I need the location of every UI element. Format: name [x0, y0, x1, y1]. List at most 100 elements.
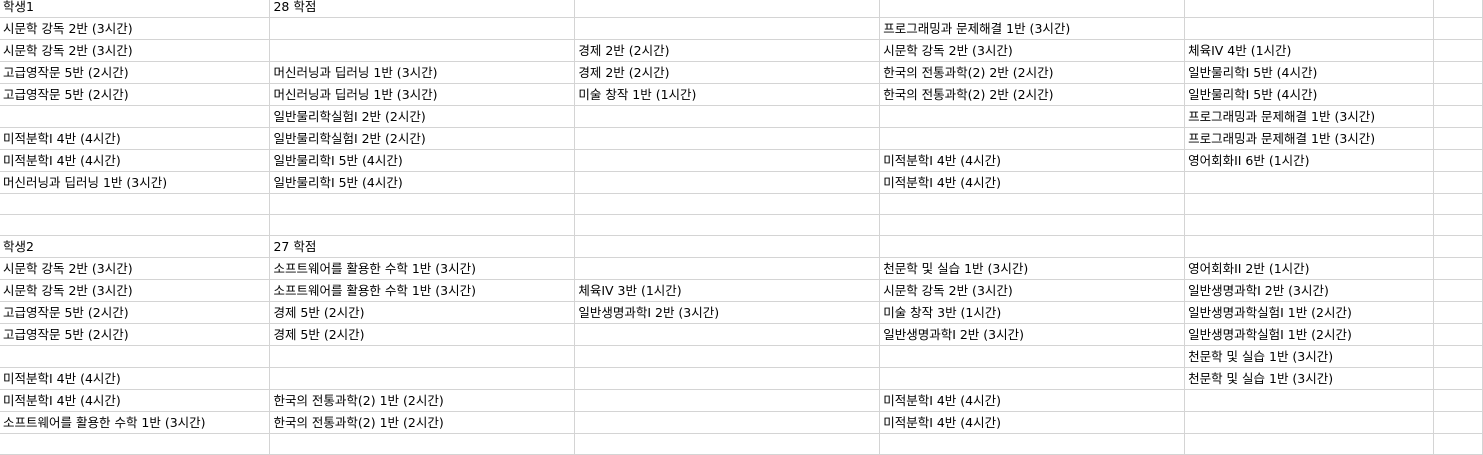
sheet-cell[interactable]	[1184, 433, 1435, 455]
sheet-cell[interactable]: 프로그래밍과 문제해결 1반 (3시간)	[879, 17, 1186, 40]
sheet-cell[interactable]	[1184, 411, 1435, 434]
sheet-cell[interactable]: 고급영작문 5반 (2시간)	[0, 301, 271, 324]
sheet-cell[interactable]: 체육IV 4반 (1시간)	[1184, 39, 1435, 62]
sheet-cell[interactable]: 학생2	[0, 235, 271, 258]
sheet-cell[interactable]	[0, 433, 271, 455]
sheet-cell[interactable]	[879, 0, 1186, 18]
sheet-cell[interactable]	[879, 235, 1186, 258]
sheet-cell[interactable]	[1433, 0, 1483, 18]
sheet-cell[interactable]	[1433, 235, 1483, 258]
sheet-cell[interactable]	[879, 367, 1186, 390]
sheet-cell[interactable]: 한국의 전통과학(2) 2반 (2시간)	[879, 83, 1186, 106]
sheet-cell[interactable]	[1433, 433, 1483, 455]
sheet-cell[interactable]	[1433, 171, 1483, 194]
sheet-cell[interactable]: 일반생명과학실험Ⅰ 1반 (2시간)	[1184, 301, 1435, 324]
sheet-cell[interactable]	[1184, 389, 1435, 412]
sheet-cell[interactable]: 경제 2반 (2시간)	[574, 61, 881, 84]
sheet-cell[interactable]: 28 학점	[269, 0, 576, 18]
sheet-cell[interactable]	[0, 105, 271, 128]
sheet-cell[interactable]	[879, 193, 1186, 215]
sheet-cell[interactable]	[0, 193, 271, 215]
sheet-cell[interactable]	[879, 345, 1186, 368]
sheet-cell[interactable]: 한국의 전통과학(2) 1반 (2시간)	[269, 411, 576, 434]
sheet-cell[interactable]	[574, 127, 881, 150]
sheet-cell[interactable]: 미적분학Ⅰ 4반 (4시간)	[0, 389, 271, 412]
sheet-cell[interactable]	[269, 345, 576, 368]
sheet-cell[interactable]: 학생1	[0, 0, 271, 18]
sheet-cell[interactable]: 미적분학Ⅰ 4반 (4시간)	[0, 367, 271, 390]
sheet-cell[interactable]: 미술 창작 1반 (1시간)	[574, 83, 881, 106]
sheet-cell[interactable]: 미적분학Ⅰ 4반 (4시간)	[879, 389, 1186, 412]
sheet-cell[interactable]	[1433, 61, 1483, 84]
sheet-cell[interactable]: 일반물리학실험Ⅰ 2반 (2시간)	[269, 127, 576, 150]
sheet-cell[interactable]	[1433, 411, 1483, 434]
sheet-cell[interactable]	[1184, 17, 1435, 40]
sheet-cell[interactable]: 일반물리학Ⅰ 5반 (4시간)	[269, 171, 576, 194]
sheet-cell[interactable]	[574, 214, 881, 236]
sheet-cell[interactable]: 경제 5반 (2시간)	[269, 323, 576, 346]
sheet-cell[interactable]	[879, 105, 1186, 128]
sheet-cell[interactable]: 머신러닝과 딥러닝 1반 (3시간)	[269, 61, 576, 84]
sheet-cell[interactable]	[574, 105, 881, 128]
sheet-cell[interactable]: 일반물리학Ⅰ 5반 (4시간)	[269, 149, 576, 172]
sheet-cell[interactable]	[574, 257, 881, 280]
sheet-cell[interactable]	[269, 193, 576, 215]
sheet-cell[interactable]: 일반생명과학Ⅰ 2반 (3시간)	[879, 323, 1186, 346]
sheet-cell[interactable]	[1184, 193, 1435, 215]
sheet-cell[interactable]: 천문학 및 실습 1반 (3시간)	[879, 257, 1186, 280]
sheet-cell[interactable]: 시문학 강독 2반 (3시간)	[879, 279, 1186, 302]
sheet-cell[interactable]: 미적분학Ⅰ 4반 (4시간)	[0, 127, 271, 150]
sheet-cell[interactable]	[1433, 257, 1483, 280]
sheet-cell[interactable]	[879, 214, 1186, 236]
sheet-cell[interactable]: 머신러닝과 딥러닝 1반 (3시간)	[0, 171, 271, 194]
sheet-cell[interactable]: 미적분학Ⅰ 4반 (4시간)	[879, 171, 1186, 194]
sheet-cell[interactable]: 천문학 및 실습 1반 (3시간)	[1184, 345, 1435, 368]
sheet-cell[interactable]: 한국의 전통과학(2) 1반 (2시간)	[269, 389, 576, 412]
sheet-cell[interactable]: 시문학 강독 2반 (3시간)	[0, 39, 271, 62]
sheet-cell[interactable]	[879, 127, 1186, 150]
sheet-cell[interactable]	[269, 433, 576, 455]
sheet-cell[interactable]: 머신러닝과 딥러닝 1반 (3시간)	[269, 83, 576, 106]
sheet-cell[interactable]: 일반생명과학Ⅰ 2반 (3시간)	[574, 301, 881, 324]
sheet-cell[interactable]	[574, 367, 881, 390]
sheet-cell[interactable]	[1433, 389, 1483, 412]
sheet-cell[interactable]: 경제 2반 (2시간)	[574, 39, 881, 62]
sheet-cell[interactable]: 영어회화II 2반 (1시간)	[1184, 257, 1435, 280]
sheet-cell[interactable]	[1184, 0, 1435, 18]
sheet-cell[interactable]: 27 학점	[269, 235, 576, 258]
sheet-cell[interactable]	[1433, 39, 1483, 62]
sheet-cell[interactable]	[574, 0, 881, 18]
sheet-cell[interactable]	[574, 193, 881, 215]
sheet-cell[interactable]	[879, 433, 1186, 455]
sheet-cell[interactable]	[574, 323, 881, 346]
sheet-cell[interactable]	[1433, 105, 1483, 128]
sheet-cell[interactable]: 시문학 강독 2반 (3시간)	[879, 39, 1186, 62]
sheet-cell[interactable]: 일반생명과학실험Ⅰ 1반 (2시간)	[1184, 323, 1435, 346]
sheet-cell[interactable]	[574, 235, 881, 258]
sheet-cell[interactable]	[1433, 83, 1483, 106]
sheet-cell[interactable]	[574, 345, 881, 368]
sheet-cell[interactable]	[574, 411, 881, 434]
sheet-cell[interactable]	[1433, 323, 1483, 346]
sheet-cell[interactable]: 소프트웨어를 활용한 수학 1반 (3시간)	[269, 257, 576, 280]
sheet-cell[interactable]	[1433, 149, 1483, 172]
sheet-cell[interactable]: 일반물리학실험Ⅰ 2반 (2시간)	[269, 105, 576, 128]
sheet-cell[interactable]	[269, 367, 576, 390]
sheet-cell[interactable]: 한국의 전통과학(2) 2반 (2시간)	[879, 61, 1186, 84]
sheet-cell[interactable]: 시문학 강독 2반 (3시간)	[0, 17, 271, 40]
sheet-cell[interactable]	[1184, 235, 1435, 258]
sheet-cell[interactable]	[1433, 279, 1483, 302]
sheet-cell[interactable]: 고급영작문 5반 (2시간)	[0, 83, 271, 106]
sheet-cell[interactable]: 일반생명과학Ⅰ 2반 (3시간)	[1184, 279, 1435, 302]
sheet-cell[interactable]: 천문학 및 실습 1반 (3시간)	[1184, 367, 1435, 390]
sheet-cell[interactable]: 미술 창작 3반 (1시간)	[879, 301, 1186, 324]
sheet-cell[interactable]	[574, 149, 881, 172]
sheet-cell[interactable]: 미적분학Ⅰ 4반 (4시간)	[879, 411, 1186, 434]
sheet-cell[interactable]: 소프트웨어를 활용한 수학 1반 (3시간)	[0, 411, 271, 434]
sheet-cell[interactable]	[269, 214, 576, 236]
sheet-cell[interactable]: 고급영작문 5반 (2시간)	[0, 61, 271, 84]
sheet-cell[interactable]: 일반물리학Ⅰ 5반 (4시간)	[1184, 61, 1435, 84]
sheet-cell[interactable]	[1433, 127, 1483, 150]
sheet-cell[interactable]: 체육IV 3반 (1시간)	[574, 279, 881, 302]
sheet-cell[interactable]: 영어회화II 6반 (1시간)	[1184, 149, 1435, 172]
